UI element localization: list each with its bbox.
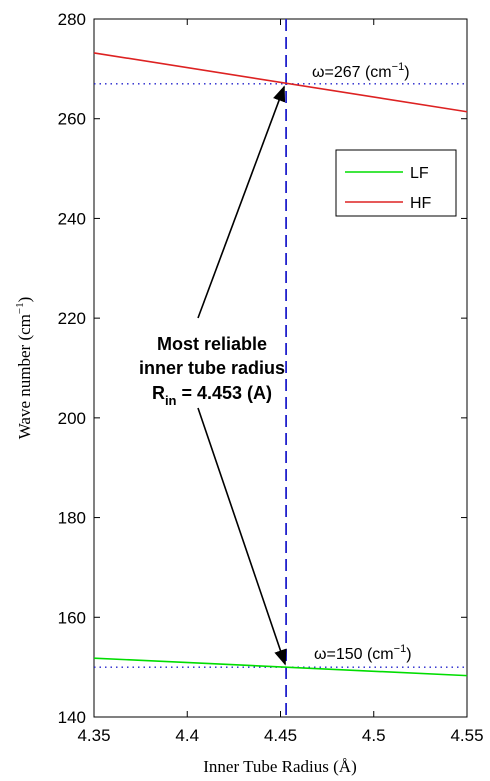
y-tick-labels: 140 160 180 200 220 240 260 280 [58,10,86,727]
annotation-center-line2: inner tube radius [139,358,285,378]
legend-hf-label: HF [410,195,432,212]
y-tick-label: 160 [58,608,86,627]
x-tick-label: 4.35 [77,726,110,745]
y-tick-label: 140 [58,708,86,727]
x-tick-labels: 4.35 4.4 4.45 4.5 4.55 [77,726,483,745]
annotation-lf-omega: ω=150 (cm−1) [314,643,412,663]
x-tick-label: 4.5 [362,726,386,745]
y-tick-label: 220 [58,309,86,328]
annotation-arrow-up [197,85,286,319]
annotation-arrow-down [197,407,287,666]
series-line-hf [93,52,468,113]
x-tick-label: 4.55 [450,726,483,745]
y-tick-label: 200 [58,409,86,428]
legend: LF HF [335,149,457,217]
y-tick-label: 260 [58,110,86,129]
y-axis-label: Wave number (cm−1) [14,297,34,440]
y-tick-label: 180 [58,509,86,528]
x-tick-label: 4.45 [264,726,297,745]
y-tick-label: 240 [58,209,86,228]
annotation-center-line3: Rin = 4.453 (A) [152,383,272,408]
legend-box [335,149,457,217]
annotation-center-line1: Most reliable [157,334,267,354]
annotation-hf-omega: ω=267 (cm−1) [312,61,410,81]
axis-ticks [93,18,468,718]
data-series [93,52,468,677]
y-tick-label: 280 [58,10,86,29]
reference-lines [94,19,467,717]
series-line-lf [93,657,468,677]
x-axis-label: Inner Tube Radius (Å) [203,757,356,776]
legend-lf-label: LF [410,165,429,182]
x-tick-label: 4.4 [175,726,199,745]
